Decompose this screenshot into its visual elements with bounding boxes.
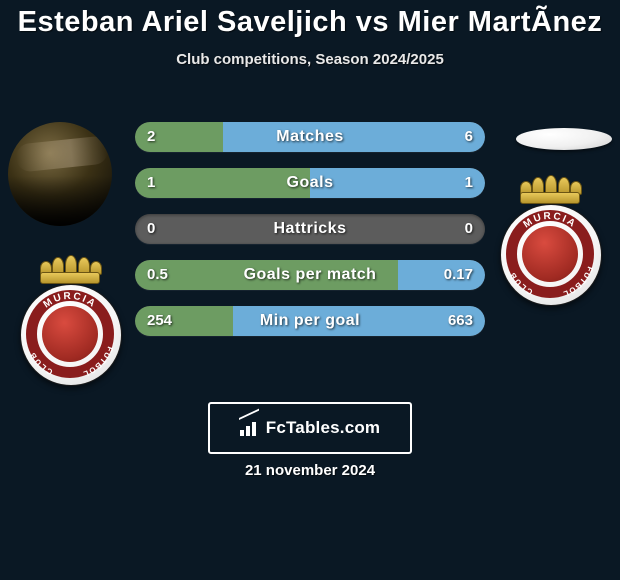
crown-icon — [520, 178, 580, 204]
footer-date: 21 november 2024 — [0, 462, 620, 479]
stat-row: 254663Min per goal — [135, 306, 485, 336]
avatar-player-right — [516, 128, 612, 150]
stat-row: 26Matches — [135, 122, 485, 152]
brand-badge[interactable]: FcTables.com — [208, 402, 412, 454]
stat-row: 11Goals — [135, 168, 485, 198]
page-title: Esteban Ariel Saveljich vs Mier MartÃnez — [0, 0, 620, 39]
stat-label: Matches — [135, 122, 485, 152]
avatar-player-left — [8, 122, 112, 226]
stats-comparison: 26Matches 11Goals 00Hattricks 0.50.17Goals … — [135, 122, 485, 352]
page-subtitle: Club competitions, Season 2024/2025 — [0, 51, 620, 68]
stat-label: Min per goal — [135, 306, 485, 336]
stat-label: Goals per match — [135, 260, 485, 290]
crest-center — [42, 306, 98, 362]
club-crest-right: MURCIA CLUB FUTBOL — [500, 178, 600, 328]
brand-text: FcTables.com — [266, 418, 381, 438]
stat-row: 00Hattricks — [135, 214, 485, 244]
crown-icon — [40, 258, 100, 284]
chart-icon — [240, 420, 260, 436]
stat-label: Goals — [135, 168, 485, 198]
crest-center — [522, 226, 578, 282]
club-crest-left: MURCIA CLUB FUTBOL — [20, 258, 120, 408]
stat-label: Hattricks — [135, 214, 485, 244]
stat-row: 0.50.17Goals per match — [135, 260, 485, 290]
